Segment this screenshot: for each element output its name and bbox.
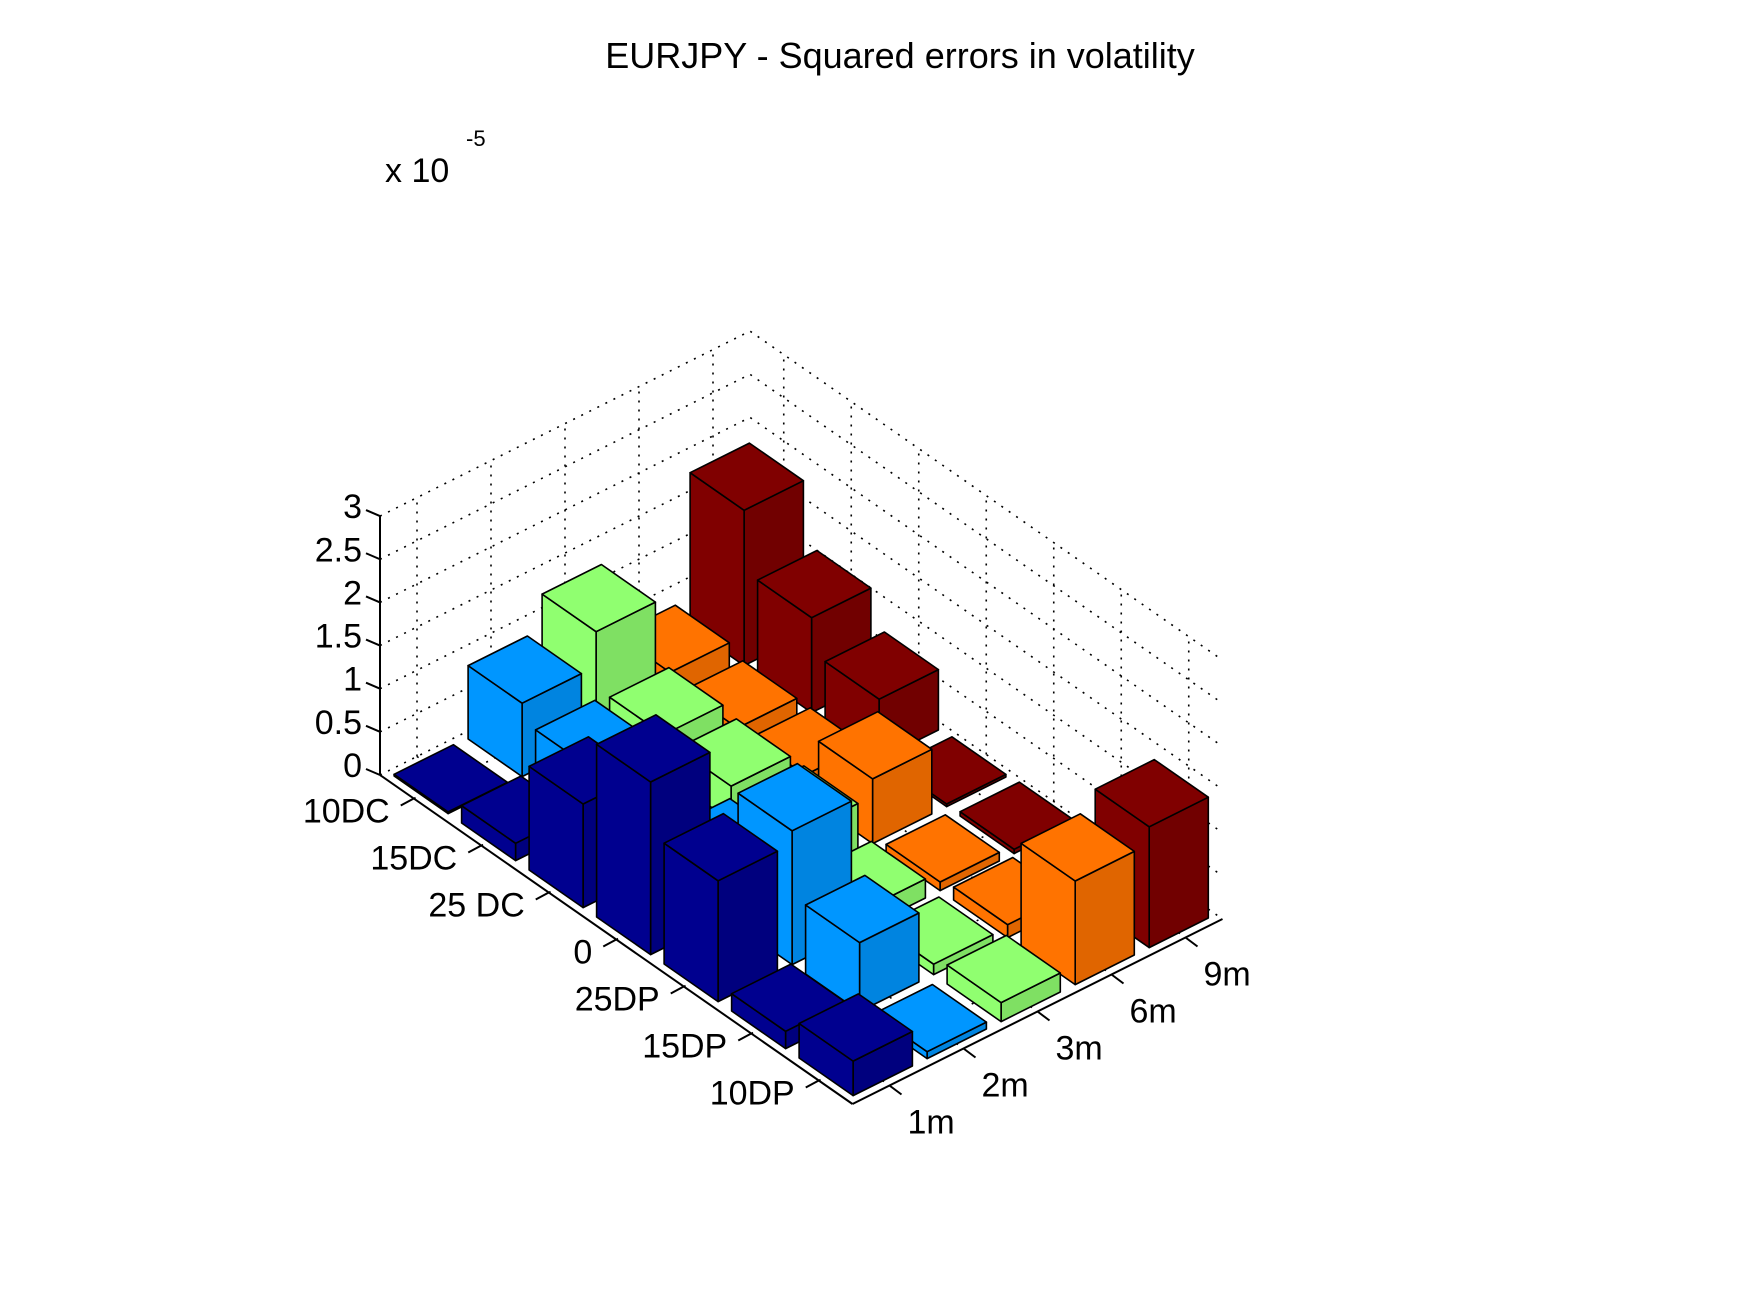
bar-face-top [756,549,872,619]
bar-0-6m [817,710,933,845]
bar-10DP-1m [798,993,914,1097]
maturity-tick-mark [888,1084,903,1096]
z-tick-label: 2 [343,574,362,612]
strike-tick-mark [670,985,685,995]
maturity-tick-mark [1036,1010,1051,1022]
z-tick-mark [365,638,381,647]
z-tick-label: 1 [343,661,362,699]
z-tick-label: 3 [343,488,362,526]
z-multiplier-label: x 10 [385,152,449,190]
bar-face-top [676,718,792,787]
bar-face-top [804,874,920,944]
bar-25DP-6m [885,813,1001,892]
strike-tick-label: 25DP [575,981,660,1019]
maturity-tick-label: 3m [1056,1030,1103,1068]
z-tick-mark [365,681,381,690]
z-tick-label: 2.5 [315,531,362,569]
bar-face-top [689,442,805,512]
strike-tick-label: 25 DC [428,887,524,925]
bar-10DP-6m [1020,812,1136,986]
maturity-tick-label: 2m [982,1067,1029,1105]
strike-tick-mark [602,938,617,948]
bar-face-top [946,934,1062,1004]
bar-face-top [737,762,853,832]
bar-face-top [798,993,914,1062]
strike-tick-label: 0 [573,934,592,972]
bar-face-top [1094,758,1210,828]
maturity-tick-label: 9m [1204,956,1251,994]
axes [365,509,1223,1105]
strike-tick-label: 10DP [710,1075,795,1113]
bar-face-top [824,631,940,701]
bar-10DP-3m [946,934,1062,1023]
strike-tick-mark [805,1079,820,1089]
bar-25DP-1m [663,812,779,1003]
z-multiplier-exponent: -5 [466,126,486,151]
z-tick-mark [365,595,381,604]
tick-labels: 0 0.5 1 1.5 2 2.5 3 10DC 15DC 25 DC 0 25DP 15DP 10DP 1… [303,488,1251,1141]
strike-tick-label: 15DC [370,840,457,878]
bar-15DP-2m [804,874,920,1013]
z-tick-mark [365,768,381,776]
maturity-tick-mark [1110,973,1125,985]
bar-face-top [467,635,583,705]
bar-face-top [595,713,711,783]
z-tick-label: 0.5 [315,704,362,742]
maturity-tick-label: 1m [908,1104,955,1142]
strike-tick-mark [535,891,550,901]
strike-tick-label: 15DP [642,1028,727,1066]
strike-tick-label: 10DC [303,793,390,831]
bars [393,442,1210,1097]
z-tick-mark [365,552,381,561]
strike-tick-mark [400,797,415,807]
bar-face-top [1020,812,1136,882]
z-tick-label: 0 [343,747,362,785]
maturity-tick-mark [1184,936,1199,948]
bar-face-top [541,563,657,633]
strike-tick-mark [467,844,482,854]
bar-face-top [817,710,933,780]
z-tick-mark [365,724,381,733]
bar-face-top [885,813,1001,883]
maturity-tick-label: 6m [1130,993,1177,1031]
bar-face-top [663,812,779,882]
strike-tick-mark [737,1032,752,1042]
z-tick-mark [365,509,381,518]
maturity-tick-mark [962,1047,977,1059]
chart-title: EURJPY - Squared errors in volatility [605,35,1195,76]
z-tick-label: 1.5 [315,618,362,656]
